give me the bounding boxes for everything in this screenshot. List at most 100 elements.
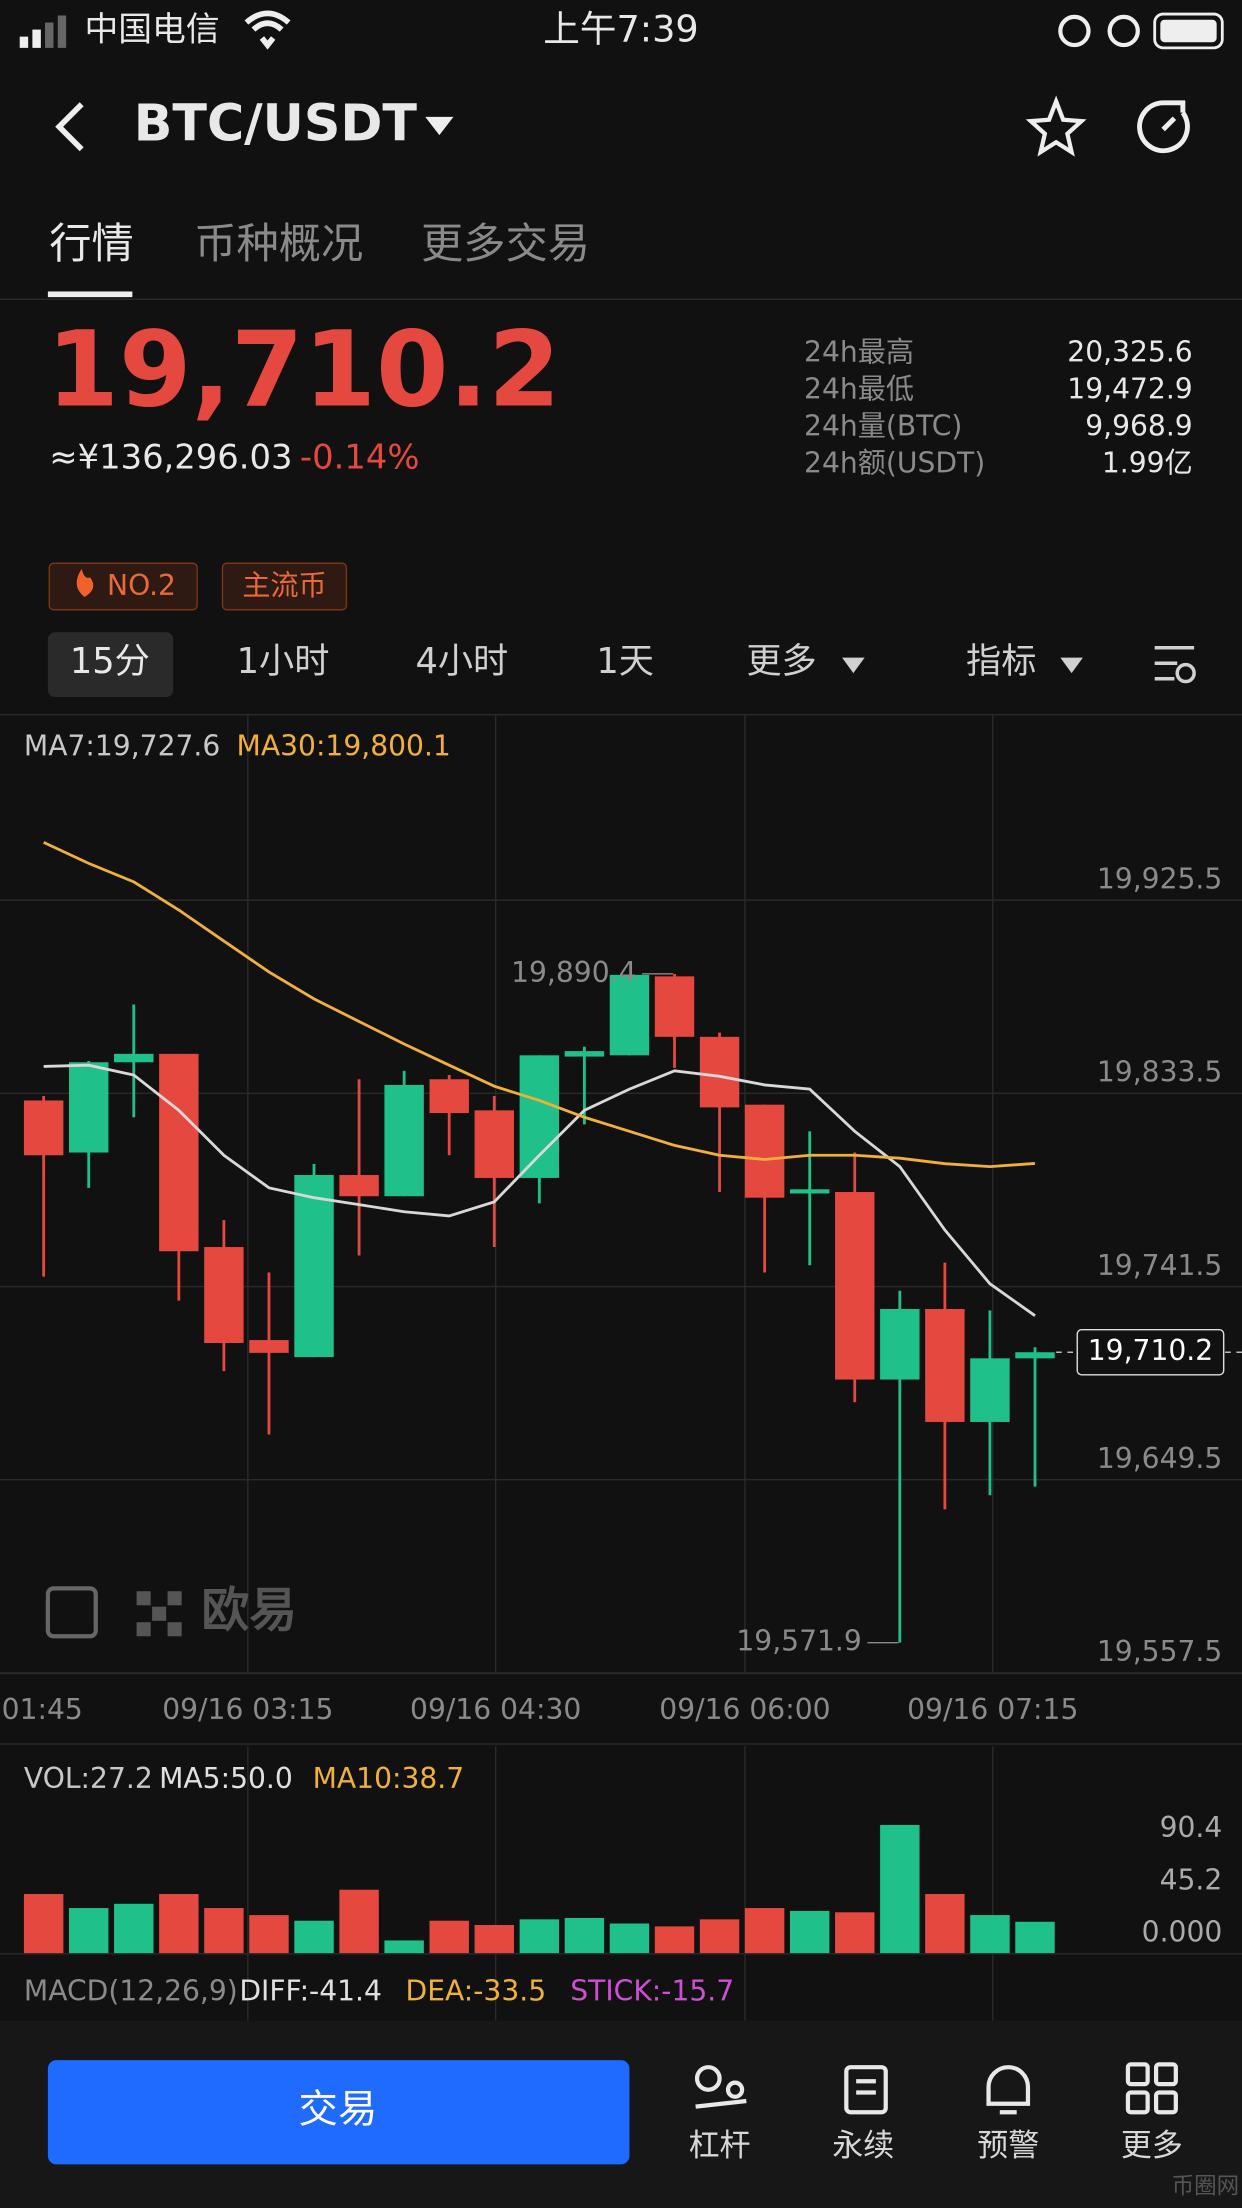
divider (0, 1953, 1242, 1955)
last-price-label: 19,710.2 (1088, 1334, 1213, 1367)
interval[interactable]: 更多 (746, 641, 816, 682)
volume-legend: MA10:38.7 (313, 1762, 465, 1795)
alert-icon[interactable] (986, 2065, 1031, 2115)
logo-icon (136, 1591, 182, 1637)
lock-icon (1058, 14, 1091, 48)
volume-bar (880, 1824, 920, 1954)
volume-bar (564, 1917, 605, 1954)
brand-watermark: 币圈网 (1172, 2173, 1240, 2199)
volume-bar (474, 1924, 514, 1954)
macd-legend: STICK:-15.7 (570, 1975, 734, 2008)
candle-body (970, 1358, 1010, 1422)
candle-body (69, 1062, 109, 1153)
candle-body (159, 1053, 199, 1252)
volume-bar (654, 1926, 695, 1954)
more-icon[interactable] (1125, 2062, 1178, 2115)
volume-bar (69, 1908, 109, 1954)
volume-bar (1015, 1921, 1055, 1954)
candle-body (789, 1189, 830, 1194)
macd-legend: DIFF:-41.4 (239, 1975, 382, 2008)
volume-bar (609, 1923, 650, 1954)
refresh-button[interactable] (1137, 100, 1190, 154)
back-button[interactable] (55, 102, 84, 152)
candle-body (429, 1079, 469, 1114)
interval[interactable]: 指标 (966, 641, 1036, 682)
candle-body (294, 1175, 334, 1358)
x-tick-label: 01:45 (2, 1693, 83, 1726)
fullscreen-button[interactable] (45, 1586, 98, 1639)
y-tick-label: 19,925.5 (1097, 862, 1222, 895)
volume-bar (789, 1910, 830, 1954)
tab[interactable]: 行情 (49, 219, 133, 268)
legend-entry: MA7:19,727.6 (24, 730, 220, 763)
interval[interactable]: 4小时 (415, 641, 508, 682)
price-change: -0.14% (300, 438, 420, 477)
flame-icon (76, 568, 94, 598)
candle-body (339, 1175, 379, 1197)
nav-label[interactable]: 更多 (1121, 2128, 1183, 2164)
last-price: 19,710.2 (46, 309, 560, 431)
tag-text: 主流币 (242, 569, 326, 602)
perpetual-icon[interactable] (844, 2065, 888, 2115)
tab[interactable]: 更多交易 (421, 219, 590, 268)
candle-body (474, 1110, 514, 1178)
stat-label: 24h最高 (804, 335, 914, 368)
candle-body (519, 1055, 560, 1178)
battery (1153, 12, 1224, 50)
cny-price: ≈¥136,296.03 (49, 438, 292, 477)
volume-tick-label: 90.4 (1160, 1811, 1223, 1844)
price-annotation: 19,571.9 (736, 1625, 861, 1658)
volume-bar (294, 1920, 334, 1954)
nav-label[interactable]: 预警 (977, 2128, 1039, 2164)
volume-bar (384, 1940, 424, 1954)
tab[interactable]: 币种概况 (194, 219, 363, 268)
y-tick-label: 19,833.5 (1097, 1056, 1222, 1089)
stat-value: 19,472.9 (1067, 372, 1192, 405)
volume-bar (23, 1893, 64, 1954)
divider (0, 1743, 1242, 1745)
macd-legend: DEA:-33.5 (406, 1975, 547, 2008)
volume-bar (429, 1920, 469, 1954)
interval[interactable]: 1天 (596, 641, 654, 682)
favorite-button[interactable] (1025, 95, 1087, 157)
battery-level (1160, 19, 1217, 43)
volume-bar (699, 1919, 740, 1954)
interval[interactable]: 15分 (70, 641, 150, 682)
nav-label[interactable]: 永续 (832, 2128, 894, 2164)
x-tick-label: 09/16 07:15 (907, 1693, 1078, 1726)
tag (48, 562, 198, 611)
settings-button[interactable] (1154, 645, 1195, 681)
trade-button-label[interactable]: 交易 (299, 2087, 378, 2133)
volume-bar (970, 1915, 1010, 1954)
trade-button[interactable] (47, 2060, 630, 2165)
nav-label[interactable]: 杠杆 (689, 2128, 751, 2164)
wifi-icon (244, 10, 291, 50)
ma-line (43, 841, 1036, 1169)
price-annotation: 19,890.4 (511, 956, 636, 989)
candle-body (564, 1051, 605, 1057)
volume-bar (249, 1915, 289, 1954)
interval-selected (47, 632, 174, 698)
x-tick-label: 09/16 04:30 (410, 1693, 581, 1726)
volume-bar (519, 1919, 560, 1954)
margin-icon[interactable] (694, 2065, 747, 2109)
volume-bar (114, 1903, 154, 1954)
volume-bar (744, 1908, 785, 1954)
pair-title[interactable]: BTC/USDT (134, 94, 418, 153)
candle-body (204, 1247, 244, 1344)
volume-legend: VOL:27.2 (24, 1762, 153, 1795)
volume-bar (204, 1908, 244, 1954)
x-tick-label: 09/16 03:15 (162, 1693, 333, 1726)
tag-text: NO.2 (107, 569, 176, 602)
candle-body (249, 1340, 289, 1353)
candle-body (654, 976, 695, 1037)
tab-underline (47, 291, 133, 298)
clock: 上午7:39 (543, 7, 698, 50)
stat-label: 24h量(BTC) (804, 410, 962, 443)
interval[interactable]: 1小时 (237, 641, 330, 682)
stat-value: 9,968.9 (1085, 410, 1192, 443)
watermark: 欧易 (201, 1584, 297, 1639)
pair-dropdown[interactable] (425, 116, 454, 136)
last-price-box (1076, 1329, 1225, 1376)
